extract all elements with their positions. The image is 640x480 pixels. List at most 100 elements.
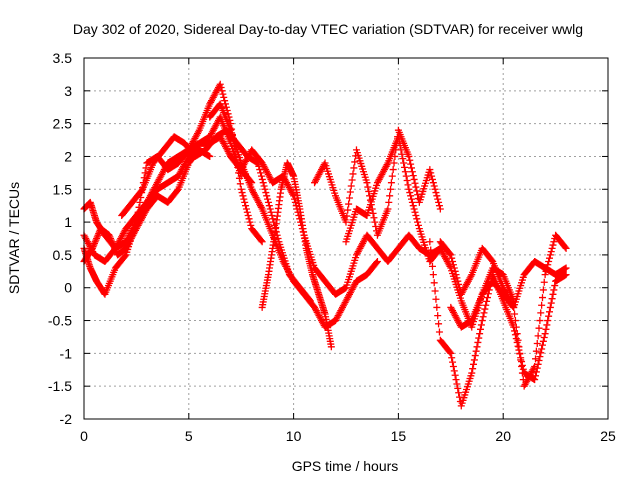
y-tick-label: -1.5 bbox=[48, 378, 72, 394]
data-point bbox=[534, 332, 542, 340]
data-point bbox=[432, 189, 440, 197]
series-track-e bbox=[118, 126, 314, 305]
data-point bbox=[91, 238, 99, 246]
data-point bbox=[342, 218, 350, 226]
data-point bbox=[538, 345, 546, 353]
data-point bbox=[427, 246, 435, 254]
data-point bbox=[327, 343, 335, 351]
data-point bbox=[482, 301, 490, 309]
data-point bbox=[408, 198, 416, 206]
data-point bbox=[408, 168, 416, 176]
data-point bbox=[111, 246, 119, 254]
data-point bbox=[370, 214, 378, 222]
data-point bbox=[454, 277, 462, 285]
data-point bbox=[90, 239, 98, 247]
data-point bbox=[194, 128, 202, 136]
data-point bbox=[406, 156, 414, 164]
data-point bbox=[453, 274, 461, 282]
data-point bbox=[216, 80, 224, 88]
data-point bbox=[517, 356, 525, 364]
data-point bbox=[512, 323, 520, 331]
y-tick-label: 3 bbox=[64, 83, 72, 99]
data-point bbox=[544, 317, 552, 325]
data-point bbox=[136, 198, 144, 206]
data-point bbox=[257, 169, 265, 177]
data-point bbox=[471, 352, 479, 360]
data-point bbox=[546, 251, 554, 259]
y-tick-label: 1.5 bbox=[53, 181, 73, 197]
data-point bbox=[407, 160, 415, 168]
data-point bbox=[386, 192, 394, 200]
data-point bbox=[511, 317, 519, 325]
data-point bbox=[108, 238, 116, 246]
data-point bbox=[267, 208, 275, 216]
data-point bbox=[399, 155, 407, 163]
data-point bbox=[477, 321, 485, 329]
data-point bbox=[435, 320, 443, 328]
data-point bbox=[451, 267, 459, 275]
data-point bbox=[537, 309, 545, 317]
data-point bbox=[414, 221, 422, 229]
data-point bbox=[404, 181, 412, 189]
data-point bbox=[264, 198, 272, 206]
data-point bbox=[427, 169, 435, 177]
data-point bbox=[385, 198, 393, 206]
data-point bbox=[548, 244, 556, 252]
data-point bbox=[452, 376, 460, 384]
data-point bbox=[483, 297, 491, 305]
x-tick-label: 10 bbox=[286, 428, 302, 444]
data-point bbox=[121, 252, 129, 260]
data-point bbox=[269, 215, 277, 223]
axis-ticks: 0 5 10 15 20 25 3.5 3 2.5 2 1.5 1 0.5 0 -0.5 -1 -1.5 -2 bbox=[48, 50, 616, 444]
data-point bbox=[532, 355, 540, 363]
data-point bbox=[406, 189, 414, 197]
data-point bbox=[408, 164, 415, 172]
data-point bbox=[343, 212, 351, 220]
y-tick-label: -1 bbox=[60, 345, 73, 361]
data-point bbox=[408, 195, 415, 203]
data-point bbox=[390, 159, 398, 167]
data-point bbox=[389, 166, 397, 174]
data-point bbox=[373, 257, 381, 265]
data-point bbox=[531, 376, 539, 384]
data-point bbox=[245, 215, 253, 223]
data-point bbox=[550, 286, 558, 294]
data-point bbox=[262, 189, 270, 197]
y-tick-label: 2 bbox=[64, 148, 72, 164]
data-point bbox=[397, 146, 405, 154]
data-point bbox=[514, 336, 522, 344]
data-point bbox=[518, 369, 526, 377]
data-point bbox=[266, 205, 274, 213]
data-point bbox=[109, 239, 117, 247]
data-point bbox=[516, 349, 524, 357]
data-point bbox=[533, 340, 541, 348]
x-axis-label: GPS time / hours bbox=[292, 458, 399, 474]
data-point bbox=[388, 172, 396, 180]
data-point bbox=[433, 303, 441, 311]
data-point bbox=[428, 172, 436, 180]
data-point bbox=[403, 177, 411, 185]
data-point bbox=[395, 137, 403, 145]
data-point bbox=[545, 308, 553, 316]
data-point bbox=[411, 179, 419, 187]
data-point bbox=[219, 90, 227, 98]
data-point bbox=[414, 218, 422, 226]
data-point bbox=[263, 192, 271, 200]
data-point bbox=[549, 290, 557, 298]
data-point bbox=[447, 251, 455, 259]
data-point bbox=[545, 312, 553, 320]
data-point bbox=[258, 238, 266, 246]
series-track-j bbox=[342, 133, 518, 331]
data-point bbox=[371, 218, 379, 226]
data-point bbox=[431, 185, 439, 193]
y-tick-label: 0 bbox=[64, 280, 72, 296]
data-point bbox=[260, 182, 268, 190]
data-point bbox=[88, 244, 96, 252]
data-point bbox=[220, 93, 228, 101]
data-point bbox=[261, 185, 269, 193]
x-tick-label: 0 bbox=[80, 428, 88, 444]
data-point bbox=[539, 286, 547, 294]
x-tick-label: 5 bbox=[185, 428, 193, 444]
data-point bbox=[469, 365, 477, 373]
data-point bbox=[242, 205, 250, 213]
